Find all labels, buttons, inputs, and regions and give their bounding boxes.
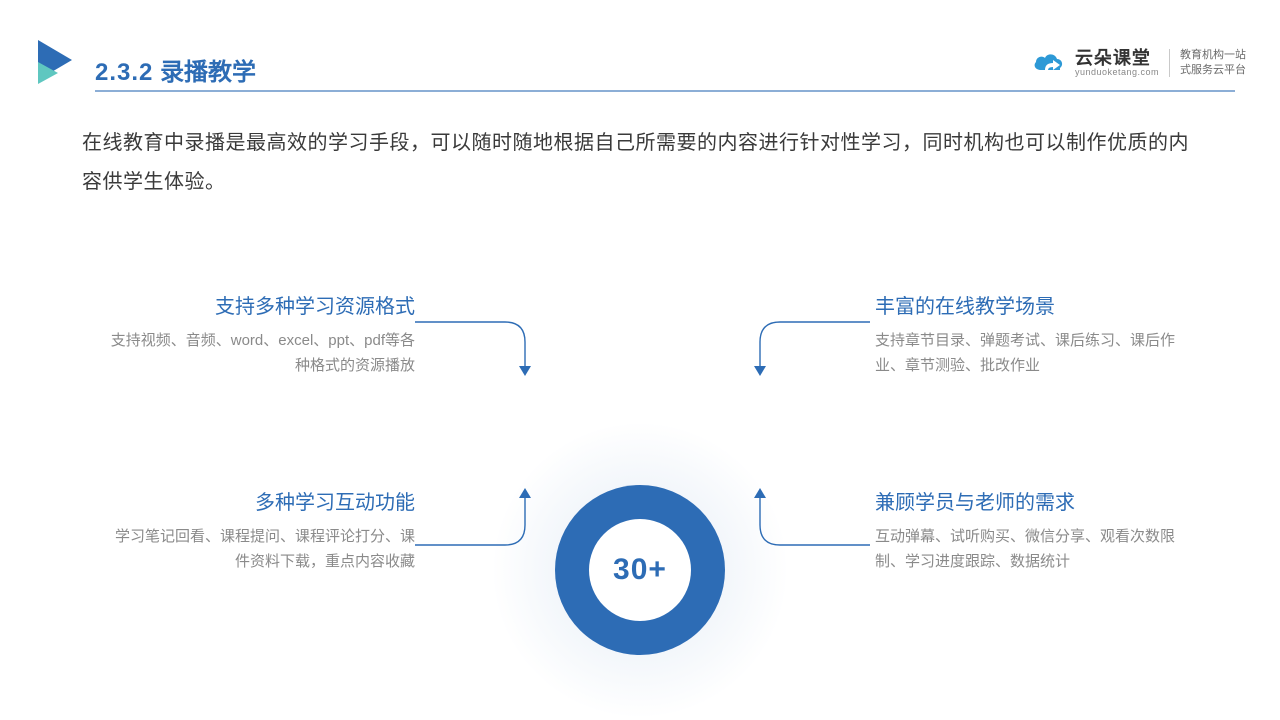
brand-logo: 云朵课堂 yunduoketang.com 教育机构一站 式服务云平台 xyxy=(1031,48,1246,78)
tagline-line2: 式服务云平台 xyxy=(1180,63,1246,78)
feature-desc: 支持章节目录、弹题考试、课后练习、课后作业、章节测验、批改作业 xyxy=(875,329,1185,379)
feature-desc: 互动弹幕、试听购买、微信分享、观看次数限制、学习进度跟踪、数据统计 xyxy=(875,525,1185,575)
header: 2.3.2 录播教学 云朵课堂 yunduoketang.com 教育机构一站 … xyxy=(0,38,1280,94)
feature-bottom-right: 兼顾学员与老师的需求 互动弹幕、试听购买、微信分享、观看次数限制、学习进度跟踪、… xyxy=(875,486,1185,575)
brand-domain: yunduoketang.com xyxy=(1075,68,1159,77)
ring-inner: 30+ xyxy=(589,519,691,621)
intro-paragraph: 在线教育中录播是最高效的学习手段，可以随时随地根据自己所需要的内容进行针对性学习… xyxy=(82,124,1198,202)
feature-title: 丰富的在线教学场景 xyxy=(875,290,1185,319)
section-title: 录播教学 xyxy=(160,59,256,86)
feature-desc: 支持视频、音频、word、excel、ppt、pdf等各种格式的资源播放 xyxy=(105,329,415,379)
logo-divider xyxy=(1169,49,1170,77)
feature-bottom-left: 多种学习互动功能 学习笔记回看、课程提问、课程评论打分、课件资料下载，重点内容收… xyxy=(105,486,415,575)
brand-name: 云朵课堂 xyxy=(1075,49,1159,68)
center-circle: 30+ xyxy=(490,420,790,720)
brand-text: 云朵课堂 yunduoketang.com xyxy=(1075,49,1159,77)
header-rule xyxy=(95,90,1235,92)
section-number: 2.3.2 xyxy=(95,59,153,86)
section-heading: 2.3.2 录播教学 xyxy=(95,52,256,87)
feature-desc: 学习笔记回看、课程提问、课程评论打分、课件资料下载，重点内容收藏 xyxy=(105,525,415,575)
feature-title: 兼顾学员与老师的需求 xyxy=(875,486,1185,515)
feature-top-left: 支持多种学习资源格式 支持视频、音频、word、excel、ppt、pdf等各种… xyxy=(105,290,415,379)
feature-top-right: 丰富的在线教学场景 支持章节目录、弹题考试、课后练习、课后作业、章节测验、批改作… xyxy=(875,290,1185,379)
connector-top-left xyxy=(415,320,555,385)
feature-title: 支持多种学习资源格式 xyxy=(105,290,415,319)
feature-diagram: 30+ 支持多种学习资源格式 支持视频、音频、word、excel、ppt、pd… xyxy=(0,250,1280,720)
brand-tagline: 教育机构一站 式服务云平台 xyxy=(1180,48,1246,78)
cloud-icon xyxy=(1031,50,1065,76)
slide: 2.3.2 录播教学 云朵课堂 yunduoketang.com 教育机构一站 … xyxy=(0,0,1280,720)
play-icon xyxy=(32,38,80,91)
feature-title: 多种学习互动功能 xyxy=(105,486,415,515)
tagline-line1: 教育机构一站 xyxy=(1180,48,1246,63)
connector-top-right xyxy=(730,320,870,385)
center-value: 30+ xyxy=(613,553,667,587)
